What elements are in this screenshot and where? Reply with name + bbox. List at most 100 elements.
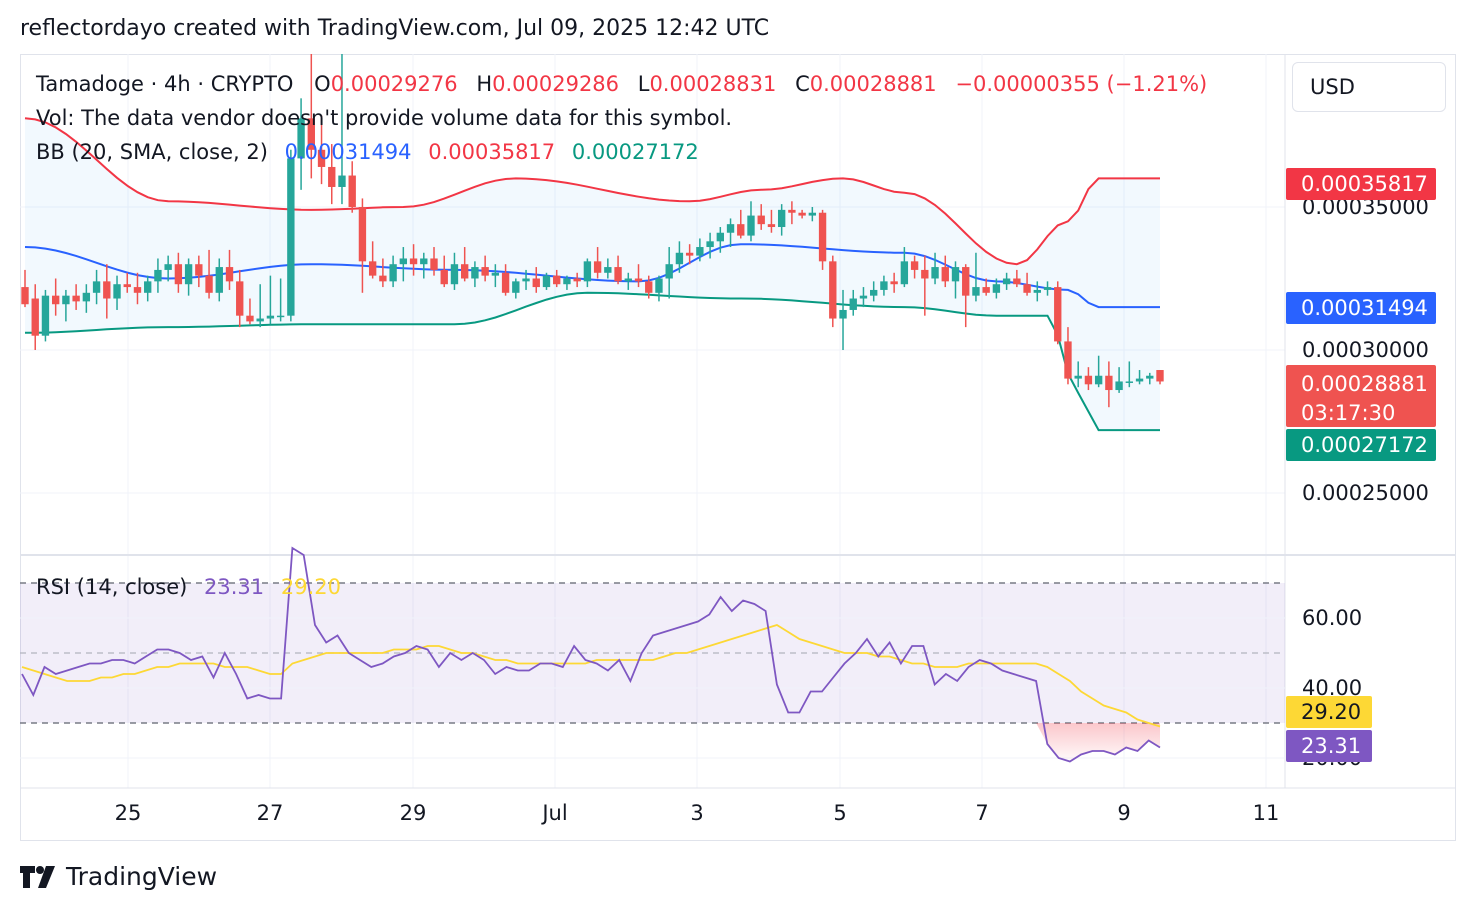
candle-body xyxy=(614,267,622,282)
open-value: 0.00029276 xyxy=(330,72,458,96)
candle xyxy=(1125,361,1134,388)
candle xyxy=(307,54,315,179)
candle-body xyxy=(1064,341,1072,379)
candle-body xyxy=(368,261,377,276)
tradingview-logo-icon xyxy=(20,865,55,888)
candle xyxy=(962,264,970,328)
candle xyxy=(808,207,817,222)
rsi-axis-label: 60.00 xyxy=(1302,606,1363,630)
candle-body xyxy=(1013,278,1021,285)
candle-body xyxy=(829,261,837,319)
candle xyxy=(696,238,704,262)
candle xyxy=(82,284,91,313)
candle xyxy=(92,269,101,305)
candle xyxy=(624,272,632,290)
rsi-pane xyxy=(20,546,1285,763)
candle xyxy=(512,278,520,299)
candle-body xyxy=(174,264,183,285)
candle-body xyxy=(41,295,50,336)
candle xyxy=(164,255,172,282)
candle xyxy=(757,204,765,230)
candle xyxy=(726,218,735,248)
candle-body xyxy=(430,258,438,270)
low-value: 0.00028831 xyxy=(649,72,777,96)
candle xyxy=(379,258,387,288)
candle xyxy=(849,289,857,316)
candle xyxy=(103,264,111,319)
symbol-title[interactable]: Tamadoge · 4h · CRYPTO xyxy=(36,72,294,96)
candle xyxy=(409,244,418,276)
candle xyxy=(798,209,806,219)
candle xyxy=(604,258,612,279)
candle-body xyxy=(512,281,520,293)
candle-body xyxy=(246,315,254,322)
candle xyxy=(358,198,367,293)
candle xyxy=(992,278,1001,299)
bb-legend[interactable]: BB (20, SMA, close, 2) 0.00031494 0.0003… xyxy=(36,140,699,164)
rsi-oversold-fill xyxy=(1036,723,1160,762)
candle-body xyxy=(51,295,60,305)
time-axis-label: 11 xyxy=(1252,801,1280,825)
last-price-tag: 0.00028881 03:17:30 xyxy=(1286,365,1436,427)
rsi-tag: 23.31 xyxy=(1286,730,1372,762)
candle-body xyxy=(420,258,428,265)
candle-body xyxy=(921,269,929,279)
rsi-legend[interactable]: RSI (14, close) 23.31 29.20 xyxy=(36,575,341,599)
candle xyxy=(788,201,796,225)
candle-body xyxy=(236,281,244,316)
candle-body xyxy=(583,261,592,282)
candle-body xyxy=(685,252,694,256)
candle xyxy=(553,269,561,288)
time-axis-label: 27 xyxy=(256,801,284,825)
candle-body xyxy=(839,309,847,319)
grid-lines xyxy=(20,54,1285,788)
candle xyxy=(276,278,285,322)
bb-upper-value: 0.00035817 xyxy=(428,140,556,164)
candle xyxy=(225,249,234,290)
candle-body xyxy=(634,278,643,282)
candle-body xyxy=(481,267,489,276)
candle xyxy=(716,227,724,253)
candle xyxy=(266,275,275,325)
candle xyxy=(614,255,622,285)
candle xyxy=(215,258,223,302)
candle-body xyxy=(348,175,356,207)
price-axis-label: 0.00030000 xyxy=(1302,338,1429,362)
candle xyxy=(246,298,254,325)
candle-body xyxy=(757,215,765,225)
time-axis-label: 3 xyxy=(690,801,704,825)
bb-basis-line xyxy=(24,243,1160,309)
candle xyxy=(1094,355,1103,388)
candle xyxy=(1043,281,1052,296)
candle xyxy=(880,275,888,296)
bar-countdown: 03:17:30 xyxy=(1301,401,1396,425)
candle xyxy=(818,209,827,270)
candle-body xyxy=(389,264,397,282)
candle-body xyxy=(62,295,70,305)
rsi-ma-tag: 29.20 xyxy=(1286,696,1372,728)
candle-body xyxy=(859,295,868,299)
candle-body xyxy=(696,247,704,256)
candle xyxy=(184,258,193,296)
candle-body xyxy=(461,264,469,279)
bb-upper-line xyxy=(24,117,1160,266)
candle xyxy=(113,275,121,310)
candle xyxy=(675,241,684,273)
candle xyxy=(563,275,571,290)
candle-body xyxy=(399,258,408,265)
candle xyxy=(317,115,326,185)
candle xyxy=(859,287,868,308)
candle-body xyxy=(144,281,152,293)
candle xyxy=(982,278,990,296)
candle-body xyxy=(1105,375,1113,391)
candle xyxy=(1033,281,1041,302)
candle xyxy=(777,204,786,236)
candle-body xyxy=(154,269,162,282)
candle xyxy=(1023,272,1031,296)
candle xyxy=(491,264,500,288)
candle-body xyxy=(798,212,806,216)
candle-body xyxy=(1023,284,1031,293)
tradingview-brand[interactable]: TradingView xyxy=(20,862,217,891)
currency-selector[interactable]: USD xyxy=(1292,62,1446,112)
